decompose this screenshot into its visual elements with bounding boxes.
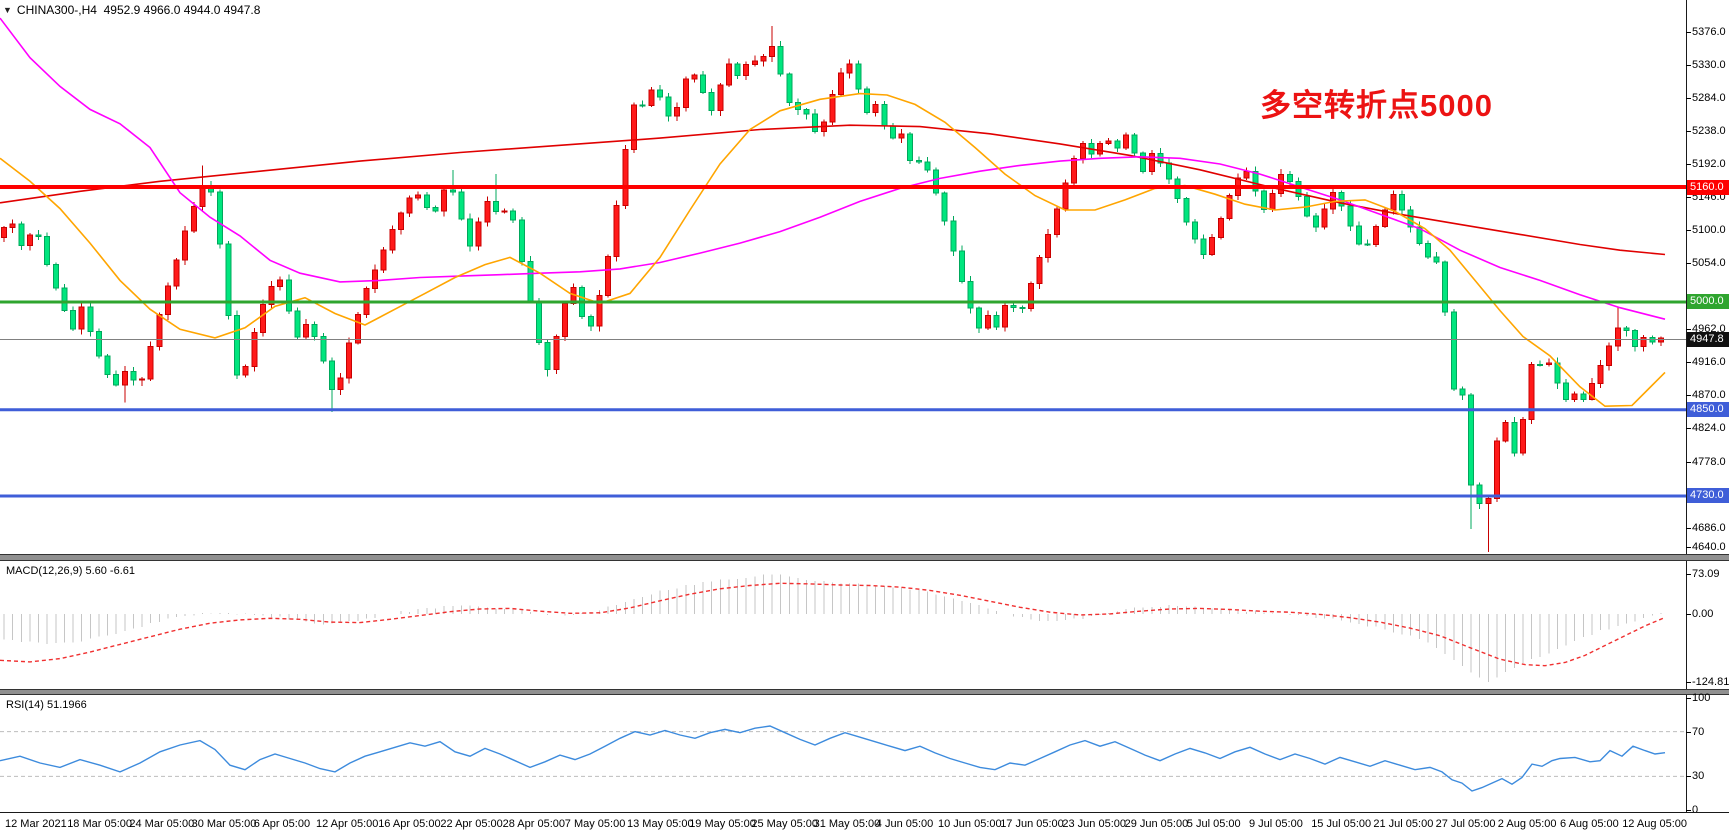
symbol-dropdown-icon[interactable]: ▼ (3, 5, 12, 15)
price-axis-label: 5054.0 (1686, 257, 1726, 269)
ohlc-quote: 4952.9 4966.0 4944.0 4947.8 (103, 3, 261, 17)
time-axis-label: 4 Jun 05:00 (875, 818, 934, 830)
time-axis-label: 5 Jul 05:00 (1186, 818, 1241, 830)
price-level-badge: 5000.0 (1687, 294, 1729, 310)
price-axis-label: 4778.0 (1686, 456, 1726, 468)
axis-divider (1686, 695, 1687, 812)
time-axis-label: 6 Apr 05:00 (253, 818, 311, 830)
rsi-axis-label: 30 (1686, 770, 1704, 782)
time-axis-label: 10 Jun 05:00 (938, 818, 1002, 830)
price-axis-label: 4640.0 (1686, 541, 1726, 553)
time-axis-label: 30 Mar 05:00 (191, 818, 257, 830)
price-chart-panel[interactable]: ▼ CHINA300-,H4 4952.9 4966.0 4944.0 4947.… (0, 0, 1729, 554)
time-axis-label: 28 Apr 05:00 (502, 818, 565, 830)
time-axis-label: 16 Apr 05:00 (378, 818, 441, 830)
time-axis-label: 31 May 05:00 (813, 818, 881, 830)
time-axis-label: 17 Jun 05:00 (1000, 818, 1064, 830)
time-axis-label: 7 May 05:00 (564, 818, 626, 830)
price-axis-label: 4916.0 (1686, 356, 1726, 368)
time-axis-label: 6 Aug 05:00 (1560, 818, 1619, 830)
rsi-axis-label: 70 (1686, 726, 1704, 738)
rsi-chart[interactable] (0, 695, 1729, 812)
time-axis-label: 13 May 05:00 (627, 818, 694, 830)
price-level-badge: 4947.8 (1687, 331, 1729, 347)
time-axis-label: 24 Mar 05:00 (129, 818, 195, 830)
time-axis-label: 18 Mar 05:00 (67, 818, 133, 830)
price-level-badge: 4730.0 (1687, 488, 1729, 504)
price-axis-label: 5192.0 (1686, 158, 1726, 170)
time-axis: 12 Mar 2021 18 Mar 05:00 24 Mar 05:00 30 Ma… (0, 812, 1729, 839)
price-axis-label: 5330.0 (1686, 59, 1726, 71)
macd-axis-label: 0.00 (1686, 608, 1713, 620)
annotation-text: 多空转折点5000 (1260, 88, 1493, 123)
price-axis-label: 4824.0 (1686, 422, 1726, 434)
time-axis-label: 23 Jun 05:00 (1062, 818, 1127, 830)
macd-axis-label: 73.09 (1686, 568, 1720, 580)
axis-divider (1686, 561, 1687, 689)
macd-chart[interactable] (0, 561, 1729, 689)
rsi-axis-label: 0 (1686, 804, 1698, 816)
time-axis-label: 12 Mar 2021 (5, 818, 67, 830)
axis-divider (1686, 0, 1687, 554)
price-level-badge: 4850.0 (1687, 402, 1729, 418)
price-axis-label: 4870.0 (1686, 389, 1726, 401)
time-axis-label: 27 Jul 05:00 (1435, 818, 1496, 830)
rsi-panel[interactable]: RSI(14) 51.1966 100 70 30 0 (0, 692, 1729, 816)
time-axis-label: 22 Apr 05:00 (440, 818, 503, 830)
time-axis-label: 9 Jul 05:00 (1249, 818, 1303, 830)
price-axis-label: 5238.0 (1686, 125, 1726, 137)
price-axis-label: 4686.0 (1686, 522, 1726, 534)
time-axis-label: 12 Apr 05:00 (316, 818, 379, 830)
chart-title: ▼ CHINA300-,H4 4952.9 4966.0 4944.0 4947.… (3, 3, 260, 17)
time-axis-label: 21 Jul 05:00 (1373, 818, 1434, 830)
time-axis-label: 12 Aug 05:00 (1622, 818, 1688, 830)
time-axis-label: 2 Aug 05:00 (1497, 818, 1557, 830)
price-axis-label: 5284.0 (1686, 92, 1726, 104)
price-axis-label: 5100.0 (1686, 224, 1726, 236)
time-axis-label: 29 Jun 05:00 (1124, 818, 1189, 830)
macd-axis-label: -124.81 (1686, 676, 1729, 688)
time-axis-label: 19 May 05:00 (689, 818, 756, 830)
price-axis-label: 5376.0 (1686, 26, 1726, 38)
macd-label: MACD(12,26,9) 5.60 -6.61 (6, 565, 136, 577)
time-axis-label: 25 May 05:00 (751, 818, 819, 830)
rsi-label: RSI(14) 51.1966 (6, 699, 87, 711)
panel-separator[interactable] (0, 554, 1729, 561)
macd-panel[interactable]: MACD(12,26,9) 5.60 -6.61 73.09 0.00 -124.8… (0, 561, 1729, 689)
symbol-label: CHINA300-,H4 (16, 3, 97, 17)
price-level-badge: 5160.0 (1687, 179, 1729, 195)
candlestick-chart[interactable] (0, 0, 1729, 554)
rsi-axis-label: 100 (1686, 692, 1710, 704)
time-axis-label: 15 Jul 05:00 (1311, 818, 1372, 830)
panel-separator[interactable] (0, 689, 1729, 695)
